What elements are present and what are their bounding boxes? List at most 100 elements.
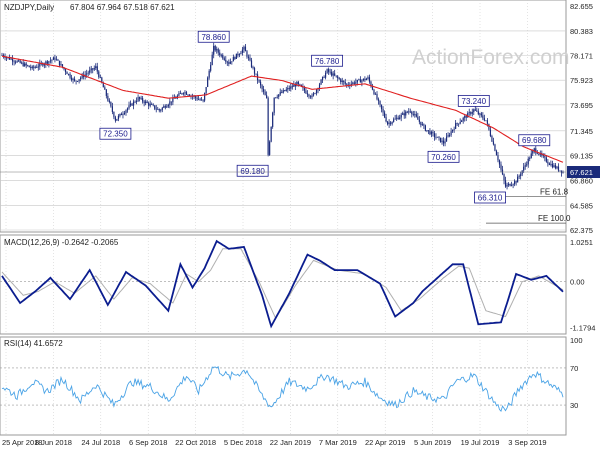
candle-body [380, 104, 383, 109]
candle-body [293, 84, 295, 87]
macd-frame [0, 234, 567, 335]
candle-body [530, 153, 532, 159]
candle-body [246, 51, 248, 57]
candle-body [377, 99, 380, 101]
candle-body [393, 119, 395, 122]
candle-body [356, 79, 358, 83]
candle-body [518, 175, 520, 177]
candle-body [208, 70, 210, 78]
annotation-label: 76.780 [315, 57, 340, 66]
candle-body [331, 71, 333, 76]
candle-body [483, 118, 485, 121]
candle-body [16, 61, 18, 63]
candle-body [202, 99, 204, 101]
candle-body [559, 170, 561, 172]
candle-body [15, 61, 17, 63]
candle-body [365, 78, 368, 81]
candle-body [42, 63, 44, 66]
candle-body [376, 93, 378, 100]
candle-body [467, 112, 469, 118]
candle-body [527, 158, 529, 165]
candle-body [178, 93, 180, 96]
candle-body [371, 86, 374, 90]
sma-line [1, 55, 564, 163]
candle-body [34, 67, 36, 68]
candle-body [455, 123, 457, 129]
candle-body [193, 96, 195, 98]
candle-body [101, 77, 103, 83]
candle-body [312, 93, 315, 96]
candle-body [504, 180, 507, 187]
candle-body [414, 114, 416, 115]
candle-body [229, 61, 231, 64]
candle-body [346, 83, 348, 85]
candle-body [383, 112, 386, 118]
candle-body [367, 77, 369, 79]
candle-body [421, 124, 423, 126]
last-price-label: 67.621 [570, 168, 593, 177]
annotation-box [197, 30, 230, 43]
candle-body [520, 174, 522, 176]
candle-body [538, 153, 540, 155]
candle-body [305, 90, 307, 94]
candle-body [379, 100, 381, 105]
candle-body [456, 123, 458, 124]
candle-body [442, 140, 445, 144]
candle-body [250, 60, 253, 67]
candle-body [146, 101, 148, 103]
candle-body [137, 97, 139, 101]
macd-tick-label: 0.00 [570, 278, 585, 287]
candle-body [194, 96, 197, 98]
candle-body [340, 79, 342, 82]
candle-body [163, 106, 165, 108]
candle-body [448, 135, 451, 136]
candle-body [135, 100, 138, 102]
candle-body [223, 58, 225, 60]
candle-body [225, 59, 227, 62]
candle-body [10, 58, 12, 60]
candle-body [433, 133, 436, 137]
candle-body [296, 81, 298, 87]
candle-body [107, 95, 109, 101]
rsi-pane: RSI(14) 41.6572 100 70 30 [0, 336, 583, 436]
candle-body [402, 113, 404, 115]
candle-body [164, 106, 166, 108]
candle-body [205, 86, 207, 93]
x-tick-label: 22 Oct 2018 [175, 438, 216, 447]
candle-body [276, 96, 278, 98]
price-tick-label: 64.585 [570, 202, 593, 211]
candle-body [306, 93, 309, 95]
candle-body [36, 67, 38, 68]
price-tick-label: 66.860 [570, 176, 593, 185]
price-tick-label: 82.655 [570, 2, 593, 11]
price-tick-label: 69.135 [570, 151, 593, 160]
candle-body [438, 136, 440, 138]
macd-tick-label: -1.1794 [570, 323, 595, 332]
candle-body [60, 64, 62, 66]
candle-body [399, 117, 401, 120]
price-pane: ActionForex.com FE 61.8 FE 100.0 78.860 76… [0, 0, 600, 235]
candle-body [547, 161, 549, 164]
x-tick-label: 22 Apr 2019 [365, 438, 405, 447]
candle-body [111, 106, 113, 112]
candle-body [471, 112, 473, 114]
candle-body [134, 101, 136, 103]
candle-body [266, 95, 268, 99]
candle-body [328, 69, 330, 72]
candle-body [169, 101, 171, 105]
candle-body [358, 79, 360, 81]
candle-body [526, 164, 528, 166]
candle-body [390, 122, 392, 124]
candle-body [523, 166, 525, 171]
candle-body [492, 141, 495, 145]
x-tick-label: 7 Mar 2019 [319, 438, 357, 447]
candle-body [166, 106, 168, 108]
candle-body [207, 77, 209, 87]
candle-body [557, 166, 560, 171]
candle-body [412, 114, 414, 115]
candle-body [290, 86, 292, 89]
candle-body [385, 117, 387, 122]
candle-body [560, 170, 563, 173]
candle-body [474, 109, 476, 111]
annotation-box [311, 54, 344, 67]
